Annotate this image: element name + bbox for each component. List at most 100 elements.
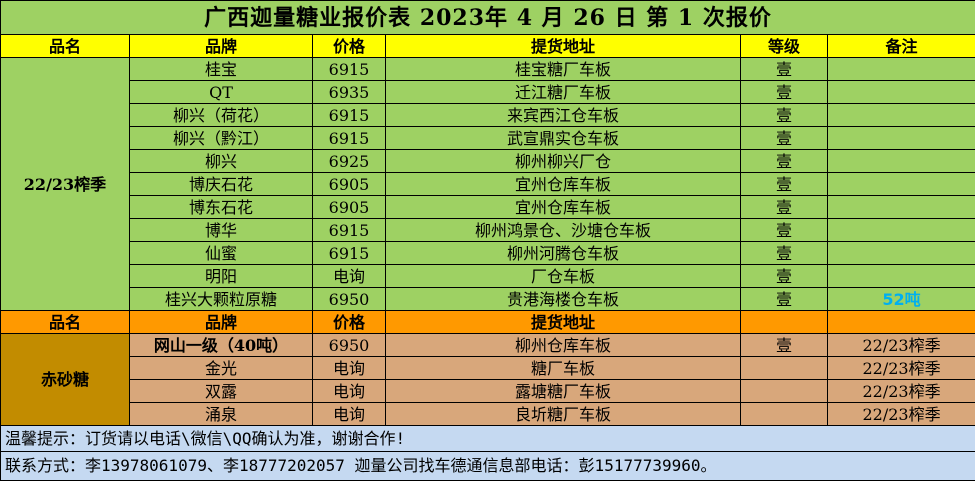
price-cell: 电询 [312,402,386,426]
price-cell: 电询 [312,264,386,288]
grade-cell: 壹 [740,333,828,357]
brand-cell: 桂兴大颗粒原糖 [129,287,313,311]
category-cell-raw-sugar: 赤砂糖 [0,333,130,426]
table-row: 金光 电询 糖厂车板 22/23榨季 [1,356,975,380]
note-cell [826,149,975,173]
header-category: 品名 [0,34,130,58]
price-cell: 6915 [312,241,386,265]
brand-cell: 网山一级（40吨） [129,333,313,357]
brand-cell: 金光 [129,356,313,380]
title-row: 广西迦量糖业报价表 2023年 4 月 26 日 第 1 次报价 [0,0,975,35]
location-cell: 柳州柳兴厂仓 [385,149,741,173]
note-cell: 22/23榨季 [826,356,975,380]
grade-cell: 壹 [740,218,828,242]
grade-cell: 壹 [740,149,828,173]
header-grade [740,310,828,334]
table-row: QT 6935 迁江糖厂车板 壹 [1,80,975,104]
table-row: 柳兴 6925 柳州柳兴厂仓 壹 [1,149,975,173]
note-cell: 52吨 [826,287,975,311]
brand-cell: QT [129,80,313,104]
page-title: 广西迦量糖业报价表 2023年 4 月 26 日 第 1 次报价 [0,0,975,35]
grade-cell [740,379,828,403]
table-row: 桂兴大颗粒原糖 6950 贵港海楼仓车板 壹 52吨 [1,287,975,311]
grade-cell: 壹 [740,103,828,127]
footer-tip: 温馨提示：订货请以电话\微信\QQ确认为准，谢谢合作! [0,425,975,452]
note-cell [826,195,975,219]
table-row: 博庆石花 6905 宜州仓库车板 壹 [1,172,975,196]
brand-cell: 仙蜜 [129,241,313,265]
table-row: 仙蜜 6915 柳州河腾仓车板 壹 [1,241,975,265]
note-cell [826,126,975,150]
grade-cell: 壹 [740,80,828,104]
price-cell: 6905 [312,172,386,196]
price-cell: 6935 [312,80,386,104]
note-cell [826,241,975,265]
header-brand: 品牌 [129,34,313,58]
table-row: 博东石花 6905 宜州仓库车板 壹 [1,195,975,219]
price-cell: 电询 [312,379,386,403]
header-row-1: 品名 品牌 价格 提货地址 等级 备注 [0,34,975,58]
footer-tip-row: 温馨提示：订货请以电话\微信\QQ确认为准，谢谢合作! [0,425,975,452]
table-row: 明阳 电询 厂仓车板 壹 [1,264,975,288]
note-cell: 22/23榨季 [826,333,975,357]
note-cell [826,218,975,242]
location-cell: 糖厂车板 [385,356,741,380]
table-row: 赤砂糖 网山一级（40吨） 6950 柳州仓库车板 壹 22/23榨季 [0,333,975,426]
header-price: 价格 [312,310,386,334]
grade-cell [740,356,828,380]
price-cell: 6950 [312,333,386,357]
price-cell: 6950 [312,287,386,311]
location-cell: 宜州仓库车板 [385,172,741,196]
note-cell [826,172,975,196]
grade-cell: 壹 [740,172,828,196]
brand-cell: 双露 [129,379,313,403]
location-cell: 迁江糖厂车板 [385,80,741,104]
grade-cell: 壹 [740,195,828,219]
category-cell-season: 22/23榨季 [0,57,130,311]
note-cell: 22/23榨季 [826,379,975,403]
table-row: 双露 电询 露塘糖厂车板 22/23榨季 [1,379,975,403]
header-row-2: 品名 品牌 价格 提货地址 [0,310,975,334]
note-cell [826,80,975,104]
note-cell [826,103,975,127]
location-cell: 柳州仓库车板 [385,333,741,357]
grade-cell: 壹 [740,241,828,265]
location-cell: 露塘糖厂车板 [385,379,741,403]
table-row: 柳兴（荷花） 6915 来宾西江仓车板 壹 [1,103,975,127]
note-cell: 22/23榨季 [826,402,975,426]
header-price: 价格 [312,34,386,58]
brand-cell: 柳兴（荷花） [129,103,313,127]
note-cell [826,264,975,288]
header-note [826,310,975,334]
brand-cell: 柳兴（黔江） [129,126,313,150]
location-cell: 武宣鼎实仓车板 [385,126,741,150]
header-location: 提货地址 [385,34,741,58]
location-cell: 宜州仓库车板 [385,195,741,219]
brand-cell: 涌泉 [129,402,313,426]
brand-cell: 柳兴 [129,149,313,173]
brand-cell: 明阳 [129,264,313,288]
brand-cell: 博东石花 [129,195,313,219]
table-row: 博华 6915 柳州鸿景仓、沙塘仓车板 壹 [1,218,975,242]
table-row: 22/23榨季 桂宝 6915 桂宝糖厂车板 壹 [0,57,975,311]
header-note: 备注 [826,34,975,58]
grade-cell: 壹 [740,287,828,311]
location-cell: 柳州鸿景仓、沙塘仓车板 [385,218,741,242]
table-row: 柳兴（黔江） 6915 武宣鼎实仓车板 壹 [1,126,975,150]
header-grade: 等级 [740,34,828,58]
location-cell: 贵港海楼仓车板 [385,287,741,311]
header-brand: 品牌 [129,310,313,334]
price-cell: 6915 [312,126,386,150]
footer-contact: 联系方式：李13978061079、李18777202057 迦量公司找车德通信… [0,451,975,481]
price-cell: 6915 [312,218,386,242]
location-cell: 良圻糖厂车板 [385,402,741,426]
price-cell: 6905 [312,195,386,219]
location-cell: 柳州河腾仓车板 [385,241,741,265]
grade-cell [740,402,828,426]
brand-cell: 博华 [129,218,313,242]
note-cell [826,57,975,81]
location-cell: 厂仓车板 [385,264,741,288]
brand-cell: 博庆石花 [129,172,313,196]
table-row: 涌泉 电询 良圻糖厂车板 22/23榨季 [1,402,975,426]
price-cell: 6925 [312,149,386,173]
